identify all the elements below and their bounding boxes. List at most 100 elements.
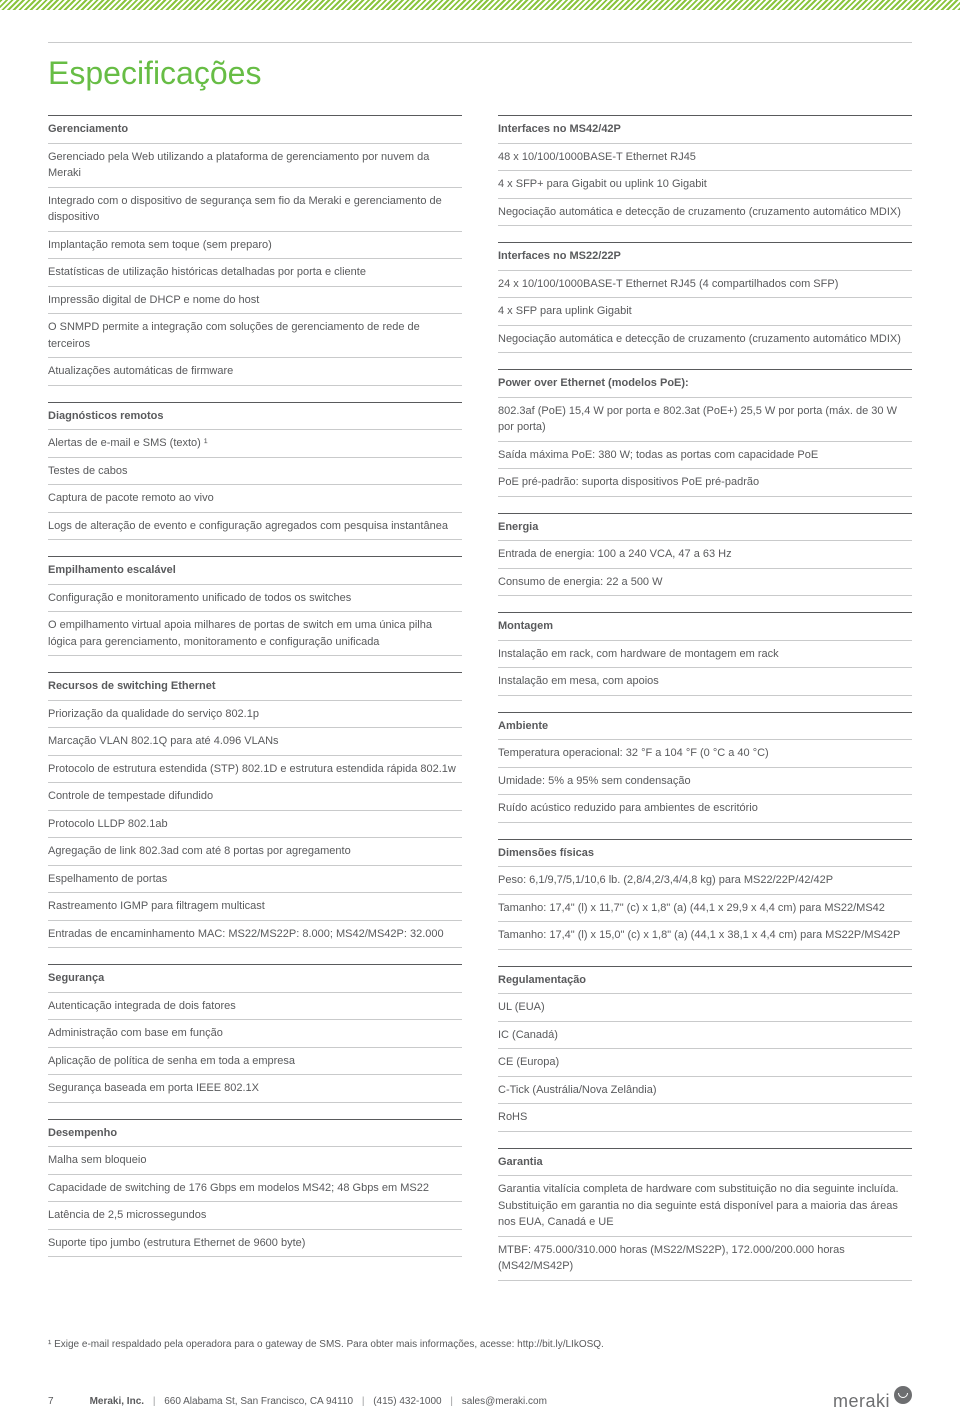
spec-row: Negociação automática e detecção de cruz… bbox=[498, 326, 912, 354]
top-stripe bbox=[0, 0, 960, 10]
section-head: Segurança bbox=[48, 964, 462, 993]
spec-row: Gerenciado pela Web utilizando a platafo… bbox=[48, 144, 462, 188]
separator-icon: | bbox=[450, 1396, 453, 1407]
section-head: Gerenciamento bbox=[48, 115, 462, 144]
footer-street: 660 Alabama St, San Francisco, CA 94110 bbox=[164, 1396, 353, 1407]
section-head: Ambiente bbox=[498, 712, 912, 741]
section-head: Garantia bbox=[498, 1148, 912, 1177]
section-interfaces-42: Interfaces no MS42/42P 48 x 10/100/1000B… bbox=[498, 115, 912, 226]
section-garantia: Garantia Garantia vitalícia completa de … bbox=[498, 1148, 912, 1281]
section-dimensoes: Dimensões físicas Peso: 6,1/9,7/5,1/10,6… bbox=[498, 839, 912, 950]
spec-row: Protocolo de estrutura estendida (STP) 8… bbox=[48, 756, 462, 784]
spec-row: 24 x 10/100/1000BASE-T Ethernet RJ45 (4 … bbox=[498, 271, 912, 299]
spec-row: Negociação automática e detecção de cruz… bbox=[498, 199, 912, 227]
section-montagem: Montagem Instalação em rack, com hardwar… bbox=[498, 612, 912, 696]
spec-row: Ruído acústico reduzido para ambientes d… bbox=[498, 795, 912, 823]
spec-row: 802.3af (PoE) 15,4 W por porta e 802.3at… bbox=[498, 398, 912, 442]
section-empilhamento: Empilhamento escalável Configuração e mo… bbox=[48, 556, 462, 656]
spec-row: Suporte tipo jumbo (estrutura Ethernet d… bbox=[48, 1230, 462, 1258]
spec-row: Integrado com o dispositivo de segurança… bbox=[48, 188, 462, 232]
spec-row: Entradas de encaminhamento MAC: MS22/MS2… bbox=[48, 921, 462, 949]
spec-row: O empilhamento virtual apoia milhares de… bbox=[48, 612, 462, 656]
spec-row: C-Tick (Austrália/Nova Zelândia) bbox=[498, 1077, 912, 1105]
separator-icon: | bbox=[362, 1396, 365, 1407]
page-footer: 7 Meraki, Inc. | 660 Alabama St, San Fra… bbox=[48, 1382, 912, 1415]
spec-row: Controle de tempestade difundido bbox=[48, 783, 462, 811]
spec-row: Instalação em rack, com hardware de mont… bbox=[498, 641, 912, 669]
section-diagnosticos: Diagnósticos remotos Alertas de e-mail e… bbox=[48, 402, 462, 541]
logo-text: meraki bbox=[833, 1388, 890, 1415]
spec-row: Priorização da qualidade do serviço 802.… bbox=[48, 701, 462, 729]
page-number: 7 bbox=[48, 1394, 54, 1409]
spec-row: Logs de alteração de evento e configuraç… bbox=[48, 513, 462, 541]
section-head: Empilhamento escalável bbox=[48, 556, 462, 585]
spec-row: Testes de cabos bbox=[48, 458, 462, 486]
spec-row: Entrada de energia: 100 a 240 VCA, 47 a … bbox=[498, 541, 912, 569]
spec-row: 4 x SFP+ para Gigabit ou uplink 10 Gigab… bbox=[498, 171, 912, 199]
section-head: Energia bbox=[498, 513, 912, 542]
section-energia: Energia Entrada de energia: 100 a 240 VC… bbox=[498, 513, 912, 597]
section-head: Diagnósticos remotos bbox=[48, 402, 462, 431]
spec-row: PoE pré-padrão: suporta dispositivos PoE… bbox=[498, 469, 912, 497]
section-head: Desempenho bbox=[48, 1119, 462, 1148]
separator-icon: | bbox=[153, 1396, 156, 1407]
spec-row: O SNMPD permite a integração com soluçõe… bbox=[48, 314, 462, 358]
section-switching: Recursos de switching Ethernet Priorizaç… bbox=[48, 672, 462, 948]
spec-row: UL (EUA) bbox=[498, 994, 912, 1022]
spec-row: CE (Europa) bbox=[498, 1049, 912, 1077]
footer-address: Meraki, Inc. | 660 Alabama St, San Franc… bbox=[90, 1394, 547, 1409]
section-ambiente: Ambiente Temperatura operacional: 32 °F … bbox=[498, 712, 912, 823]
section-head: Interfaces no MS42/42P bbox=[498, 115, 912, 144]
section-seguranca: Segurança Autenticação integrada de dois… bbox=[48, 964, 462, 1103]
spec-row: Temperatura operacional: 32 °F a 104 °F … bbox=[498, 740, 912, 768]
spec-row: Saída máxima PoE: 380 W; todas as portas… bbox=[498, 442, 912, 470]
content-columns: Gerenciamento Gerenciado pela Web utiliz… bbox=[48, 115, 912, 1297]
spec-row: Agregação de link 802.3ad com até 8 port… bbox=[48, 838, 462, 866]
spec-row: Capacidade de switching de 176 Gbps em m… bbox=[48, 1175, 462, 1203]
spec-row: Segurança baseada em porta IEEE 802.1X bbox=[48, 1075, 462, 1103]
section-gerenciamento: Gerenciamento Gerenciado pela Web utiliz… bbox=[48, 115, 462, 386]
spec-row: 4 x SFP para uplink Gigabit bbox=[498, 298, 912, 326]
spec-row: Administração com base em função bbox=[48, 1020, 462, 1048]
spec-row: MTBF: 475.000/310.000 horas (MS22/MS22P)… bbox=[498, 1237, 912, 1281]
spec-row: Consumo de energia: 22 a 500 W bbox=[498, 569, 912, 597]
spec-row: RoHS bbox=[498, 1104, 912, 1132]
footnote: ¹ Exige e-mail respaldado pela operadora… bbox=[48, 1337, 912, 1352]
section-poe: Power over Ethernet (modelos PoE): 802.3… bbox=[498, 369, 912, 497]
section-head: Power over Ethernet (modelos PoE): bbox=[498, 369, 912, 398]
section-head: Recursos de switching Ethernet bbox=[48, 672, 462, 701]
brand-logo: meraki bbox=[833, 1388, 912, 1415]
spec-row: Instalação em mesa, com apoios bbox=[498, 668, 912, 696]
spec-row: Tamanho: 17,4" (l) x 11,7" (c) x 1,8" (a… bbox=[498, 895, 912, 923]
footer-company: Meraki, Inc. bbox=[90, 1396, 144, 1407]
section-interfaces-22: Interfaces no MS22/22P 24 x 10/100/1000B… bbox=[498, 242, 912, 353]
section-head: Regulamentação bbox=[498, 966, 912, 995]
spec-row: 48 x 10/100/1000BASE-T Ethernet RJ45 bbox=[498, 144, 912, 172]
spec-row: Malha sem bloqueio bbox=[48, 1147, 462, 1175]
section-head: Dimensões físicas bbox=[498, 839, 912, 868]
spec-row: Rastreamento IGMP para filtragem multica… bbox=[48, 893, 462, 921]
spec-row: Garantia vitalícia completa de hardware … bbox=[498, 1176, 912, 1237]
section-desempenho: Desempenho Malha sem bloqueio Capacidade… bbox=[48, 1119, 462, 1258]
page-body: Especificações Gerenciamento Gerenciado … bbox=[0, 10, 960, 1425]
footer-phone: (415) 432-1000 bbox=[373, 1396, 441, 1407]
section-regulamentacao: Regulamentação UL (EUA) IC (Canadá) CE (… bbox=[498, 966, 912, 1132]
spec-row: Autenticação integrada de dois fatores bbox=[48, 993, 462, 1021]
left-column: Gerenciamento Gerenciado pela Web utiliz… bbox=[48, 115, 462, 1297]
spec-row: Latência de 2,5 microssegundos bbox=[48, 1202, 462, 1230]
footer-email: sales@meraki.com bbox=[462, 1396, 547, 1407]
spec-row: Aplicação de política de senha em toda a… bbox=[48, 1048, 462, 1076]
logo-smile-icon bbox=[894, 1386, 912, 1404]
title-top-rule bbox=[48, 42, 912, 43]
footer-left: 7 Meraki, Inc. | 660 Alabama St, San Fra… bbox=[48, 1394, 547, 1409]
spec-row: Impressão digital de DHCP e nome do host bbox=[48, 287, 462, 315]
spec-row: Alertas de e-mail e SMS (texto) ¹ bbox=[48, 430, 462, 458]
spec-row: Umidade: 5% a 95% sem condensação bbox=[498, 768, 912, 796]
spec-row: Protocolo LLDP 802.1ab bbox=[48, 811, 462, 839]
spec-row: Captura de pacote remoto ao vivo bbox=[48, 485, 462, 513]
right-column: Interfaces no MS42/42P 48 x 10/100/1000B… bbox=[498, 115, 912, 1297]
spec-row: IC (Canadá) bbox=[498, 1022, 912, 1050]
section-head: Montagem bbox=[498, 612, 912, 641]
spec-row: Configuração e monitoramento unificado d… bbox=[48, 585, 462, 613]
spec-row: Atualizações automáticas de firmware bbox=[48, 358, 462, 386]
